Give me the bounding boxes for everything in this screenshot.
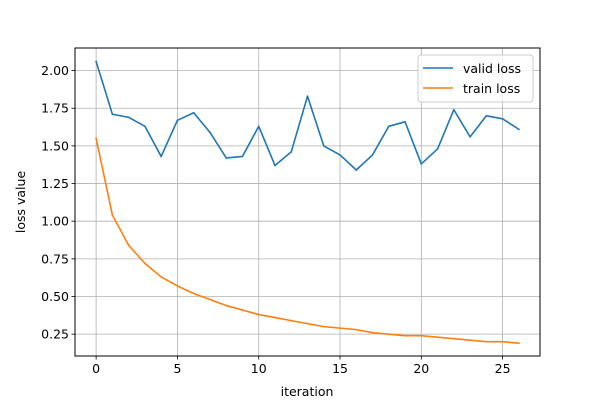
data-point-valid-loss	[306, 95, 309, 97]
data-point-valid-loss	[387, 125, 390, 128]
data-point-valid-loss	[144, 125, 146, 128]
y-tick-label: 1.00	[41, 214, 69, 229]
data-point-train-loss	[225, 304, 228, 307]
y-tick-label: 1.75	[41, 101, 69, 116]
data-point-train-loss	[322, 325, 325, 328]
data-point-valid-loss	[404, 120, 406, 123]
data-point-valid-loss	[436, 148, 439, 150]
data-point-train-loss	[436, 336, 439, 338]
data-point-train-loss	[192, 292, 195, 295]
y-tick-label: 0.75	[41, 251, 69, 266]
data-point-valid-loss	[192, 111, 195, 114]
data-point-train-loss	[355, 328, 358, 331]
data-point-train-loss	[339, 327, 341, 329]
data-point-valid-loss	[469, 136, 471, 138]
plot-frame	[74, 47, 541, 357]
x-tick-label: 15	[332, 361, 348, 376]
data-point-train-loss	[144, 262, 146, 265]
data-point-train-loss	[518, 342, 520, 344]
x-tick-label: 20	[413, 361, 429, 376]
x-axis: 0 5 10 15 20 25	[92, 356, 511, 376]
data-point-train-loss	[95, 137, 97, 140]
data-point-valid-loss	[209, 131, 211, 134]
data-point-valid-loss	[518, 128, 520, 131]
data-point-train-loss	[469, 339, 471, 341]
data-point-train-loss	[257, 313, 260, 316]
series-layer	[95, 60, 520, 345]
x-tick-label: 0	[92, 361, 100, 376]
data-point-valid-loss	[485, 114, 488, 117]
y-tick-label: 0.25	[41, 327, 69, 342]
data-point-train-loss	[176, 285, 179, 287]
y-tick-label: 1.25	[41, 176, 69, 191]
data-point-train-loss	[485, 340, 488, 343]
x-tick-label: 5	[173, 361, 181, 376]
data-point-valid-loss	[257, 125, 260, 128]
data-point-valid-loss	[111, 113, 114, 116]
data-point-valid-loss	[127, 116, 130, 119]
y-tick-label: 2.00	[41, 63, 69, 78]
data-point-valid-loss	[290, 151, 293, 153]
data-point-train-loss	[453, 337, 455, 340]
data-point-train-loss	[209, 298, 211, 301]
data-point-train-loss	[290, 319, 293, 322]
data-point-valid-loss	[339, 154, 341, 156]
data-point-valid-loss	[225, 157, 228, 159]
y-axis: 0.25 0.50 0.75 1.00 1.25 1.50 1.75 2.00	[41, 63, 75, 342]
data-point-valid-loss	[322, 145, 325, 147]
data-point-train-loss	[241, 309, 244, 311]
data-point-valid-loss	[420, 163, 423, 165]
data-point-train-loss	[371, 331, 374, 334]
data-point-train-loss	[420, 334, 423, 337]
x-tick-label: 10	[251, 361, 267, 376]
legend-box	[417, 54, 534, 103]
data-point-train-loss	[501, 340, 504, 343]
data-point-train-loss	[160, 276, 162, 278]
data-point-valid-loss	[371, 154, 374, 156]
data-point-valid-loss	[95, 60, 97, 63]
data-point-train-loss	[306, 322, 309, 325]
y-tick-label: 0.50	[41, 289, 69, 304]
data-point-train-loss	[127, 244, 130, 247]
data-point-valid-loss	[176, 119, 179, 122]
x-tick-label: 25	[495, 361, 511, 376]
data-point-valid-loss	[355, 169, 358, 171]
data-point-train-loss	[111, 214, 114, 216]
data-point-valid-loss	[160, 155, 162, 158]
data-point-valid-loss	[274, 164, 276, 167]
x-axis-label: iteration	[281, 384, 334, 399]
y-tick-label: 1.50	[41, 138, 69, 153]
legend: valid loss train loss	[417, 54, 534, 103]
data-point-valid-loss	[453, 108, 455, 111]
data-point-train-loss	[387, 333, 390, 335]
legend-label-train-loss: train loss	[463, 81, 520, 96]
y-axis-label: loss value	[13, 171, 28, 234]
data-point-valid-loss	[501, 117, 504, 120]
legend-label-valid-loss: valid loss	[463, 61, 521, 76]
data-point-train-loss	[404, 334, 406, 337]
data-point-train-loss	[274, 316, 276, 319]
data-point-valid-loss	[241, 155, 244, 158]
